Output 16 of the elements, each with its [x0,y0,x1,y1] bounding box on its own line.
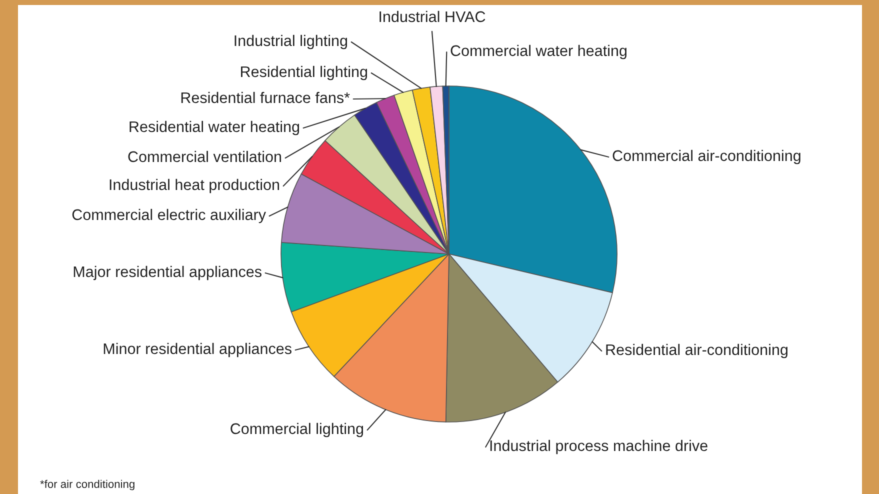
slice-label: Industrial heat production [110,178,280,194]
slice-label: Residential air-conditioning [606,344,788,358]
slice-label: Commercial water heating [450,44,626,60]
slice-label: Residential water heating [130,120,300,136]
slice-label: Commercial electric auxiliary [72,208,266,224]
text: *for air conditioning [40,480,134,490]
slice-label: Industrial HVAC [380,10,486,22]
slice-label: Residential furnace fans* [181,92,350,104]
slice-label: Commercial lighting [230,422,364,438]
slice-label: Industrial process machine drive [490,440,708,454]
slice-label: Minor residential appliances [104,342,292,358]
slice-label: Residential lighting [241,66,368,80]
slice-label: Industrial lighting [234,34,348,50]
slice-label: Major residential appliances [74,266,262,280]
slice-label: Commercial air-conditioning [612,150,800,164]
slice-label: Commercial ventilation [128,150,282,162]
